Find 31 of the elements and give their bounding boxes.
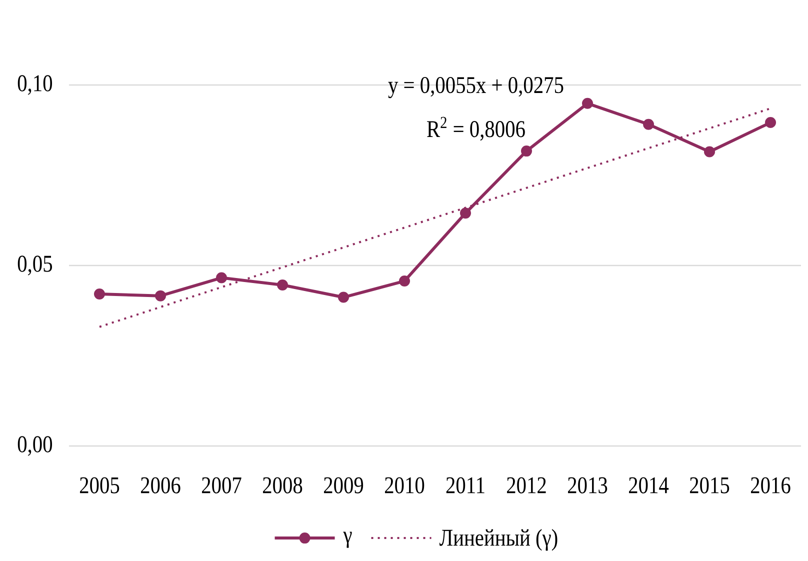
point	[338, 292, 350, 303]
point	[399, 276, 410, 287]
x-tick-label: 2011	[446, 477, 484, 494]
x-tick-label: 2010	[384, 477, 424, 494]
x-tick-label: 2005	[80, 477, 120, 494]
x-tick-label: 2006	[140, 477, 180, 494]
point	[704, 146, 716, 158]
y-tick-label: 0,10	[18, 75, 52, 95]
point	[643, 118, 654, 130]
legend-label: Линейный (γ)	[439, 528, 558, 551]
y-tick-label: 0,00	[18, 436, 52, 456]
x-tick-label: 2012	[506, 477, 546, 494]
y-tick-label: 0,05	[18, 256, 52, 276]
x-tick-label: 2007	[202, 477, 242, 494]
point	[521, 146, 532, 157]
point	[155, 290, 166, 302]
x-tick-label: 2014	[628, 477, 669, 494]
x-tick-label: 2015	[690, 477, 730, 494]
point	[94, 288, 105, 300]
point	[216, 272, 227, 284]
point	[582, 98, 594, 109]
annotation: R$^{2}$ = 0,8006	[427, 116, 525, 141]
x-tick-label: 2009	[324, 477, 364, 494]
legend-label: γ	[343, 532, 352, 548]
point	[277, 279, 288, 290]
point	[460, 208, 472, 219]
x-tick-label: 2016	[750, 477, 790, 494]
x-tick-label: 2013	[568, 477, 608, 494]
point	[765, 117, 776, 128]
annotation: y = 0,0055x + 0,0275	[388, 76, 564, 98]
x-tick-label: 2008	[262, 477, 302, 494]
